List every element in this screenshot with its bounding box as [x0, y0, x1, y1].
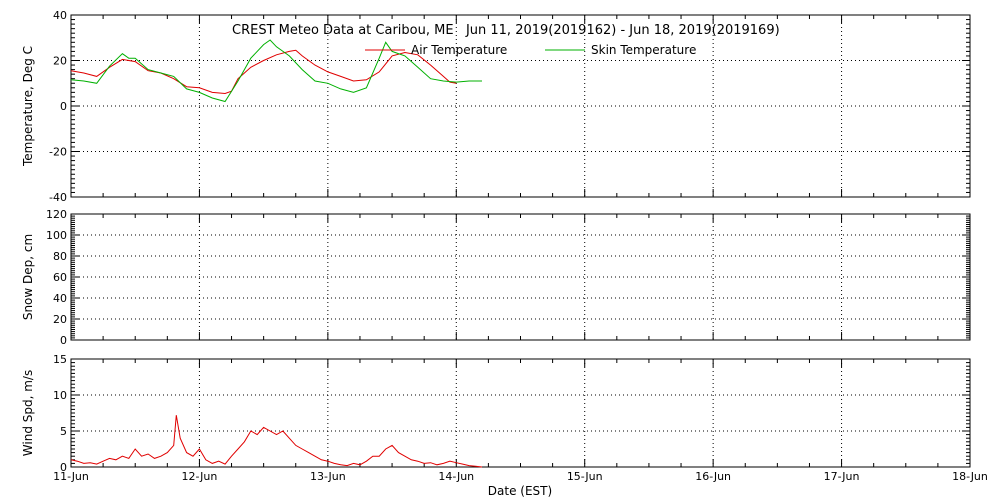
y-tick-label: 40	[53, 292, 67, 305]
x-tick-label: 13-Jun	[310, 470, 346, 483]
y-tick-label: -40	[49, 191, 67, 204]
y-tick-label: -20	[49, 146, 67, 159]
skin-temperature-line	[70, 39, 482, 103]
y-tick-label: 0	[60, 461, 67, 474]
y-tick-label: 120	[46, 208, 67, 221]
x-tick-label: 17-Jun	[824, 470, 860, 483]
legend-air-label: Air Temperature	[411, 43, 507, 57]
air-temperature-line	[70, 49, 457, 95]
y-tick-label: 100	[46, 229, 67, 242]
x-tick-label: 12-Jun	[182, 470, 218, 483]
x-tick-label: 14-Jun	[438, 470, 474, 483]
legend: Air Temperature Skin Temperature	[365, 43, 696, 57]
legend-skin-label: Skin Temperature	[591, 43, 696, 57]
y-tick-label: 20	[53, 55, 67, 68]
y-axis-title: Snow Dep, cm	[21, 234, 35, 320]
y-tick-label: 20	[53, 313, 67, 326]
panels-group: -40 -20 0 20 40 Temperature, Deg C 0 20 40 60 80 10…	[21, 9, 988, 483]
x-tick-label: 18-Jun	[952, 470, 988, 483]
y-tick-label: 15	[53, 353, 67, 366]
y-axis-title: Temperature, Deg C	[21, 46, 35, 167]
x-tick-label: 15-Jun	[567, 470, 603, 483]
x-tick-label: 16-Jun	[695, 470, 731, 483]
y-axis-title: Wind Spd, m/s	[21, 370, 35, 456]
panel-0: -40 -20 0 20 40 Temperature, Deg C	[21, 9, 971, 204]
wind-speed-line	[70, 415, 483, 468]
y-tick-label: 0	[60, 100, 67, 113]
x-axis-title: Date (EST)	[488, 484, 552, 498]
y-tick-label: 5	[60, 425, 67, 438]
x-tick-label: 11-Jun	[53, 470, 89, 483]
panel-1: 0 20 40 60 80 100 120 Snow Dep, cm	[21, 208, 971, 347]
chart-title: CREST Meteo Data at Caribou, ME Jun 11, …	[232, 23, 780, 38]
y-tick-label: 60	[53, 271, 67, 284]
panel-2: 0 5 10 15 Wind Spd, m/s 11-Jun 12-Jun 13-Jun 14-…	[21, 353, 988, 483]
y-tick-label: 80	[53, 250, 67, 263]
y-tick-label: 10	[53, 389, 67, 402]
y-tick-label: 0	[60, 334, 67, 347]
y-tick-label: 40	[53, 9, 67, 22]
